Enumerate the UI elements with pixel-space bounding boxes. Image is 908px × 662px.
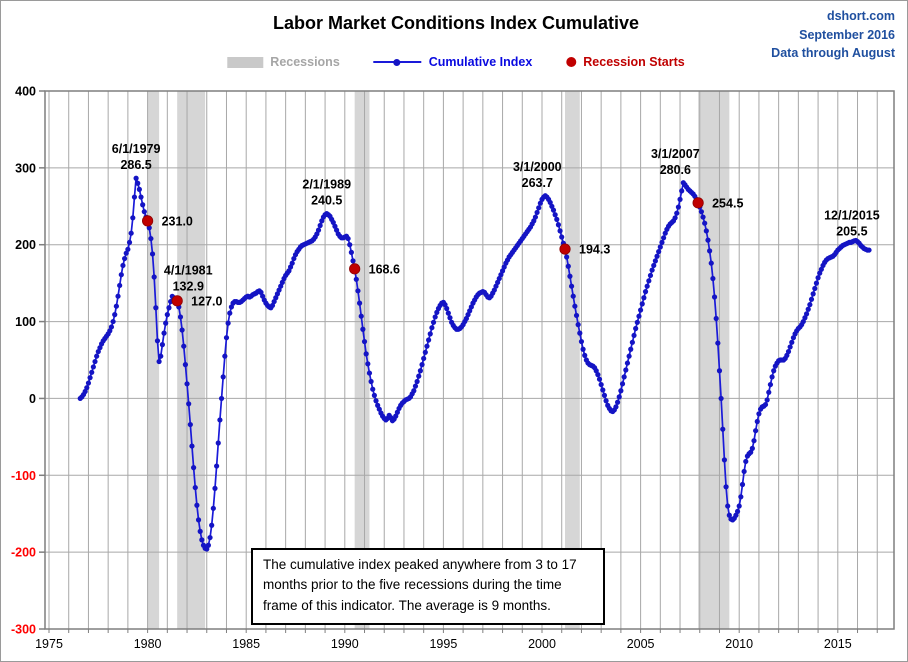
x-tick-label: 1990 xyxy=(331,637,359,651)
x-tick-label: 2015 xyxy=(824,637,852,651)
x-tick-label: 1980 xyxy=(134,637,162,651)
chart-title: Labor Market Conditions Index Cumulative xyxy=(272,13,640,33)
legend: Recessions Cumulative Index Recession St… xyxy=(227,55,685,69)
legend-label-recession-starts: Recession Starts xyxy=(583,55,685,69)
recession-start-dot xyxy=(559,243,571,255)
peak-annotation: 12/1/2015 xyxy=(824,208,880,222)
recession-start-annotation: 194.3 xyxy=(579,243,610,257)
y-tick-label: -100 xyxy=(11,469,36,483)
peak-annotation: 205.5 xyxy=(836,224,867,238)
y-tick-label: 300 xyxy=(15,161,36,175)
recession-start-dot xyxy=(171,295,183,307)
peak-annotation: 286.5 xyxy=(120,158,151,172)
recession-start-dot xyxy=(142,215,154,227)
peak-annotation: 6/1/1979 xyxy=(112,142,161,156)
x-tick-label: 1985 xyxy=(232,637,260,651)
y-tick-label: 100 xyxy=(15,315,36,329)
peak-annotation: 4/1/1981 xyxy=(164,263,213,277)
y-tick-label: -200 xyxy=(11,546,36,560)
recession-start-annotation: 127.0 xyxy=(191,294,222,308)
x-tick-label: 2010 xyxy=(725,637,753,651)
recession-band xyxy=(147,91,160,629)
recession-start-dot xyxy=(692,197,704,209)
peak-annotation: 132.9 xyxy=(173,279,204,293)
peak-annotation: 240.5 xyxy=(311,194,342,208)
credit-site: dshort.com xyxy=(826,9,895,23)
peak-annotation: 2/1/1989 xyxy=(302,178,351,192)
credit-date: September 2016 xyxy=(799,27,895,42)
recession-band xyxy=(354,91,370,629)
x-tick-label: 1995 xyxy=(429,637,457,651)
y-tick-label: 200 xyxy=(15,238,36,252)
legend-label-cumulative-index: Cumulative Index xyxy=(428,55,533,69)
recession-band xyxy=(698,91,730,629)
recession-start-annotation: 254.5 xyxy=(712,196,743,210)
credit-block: dshort.com September 2016 Data through A… xyxy=(771,7,895,63)
recession-start-dot-swatch xyxy=(566,57,577,67)
legend-item-cumulative-index: Cumulative Index xyxy=(373,55,533,69)
peak-annotation: 280.6 xyxy=(660,163,691,177)
recession-start-annotation: 168.6 xyxy=(369,262,400,276)
annotation-note-box: The cumulative index peaked anywhere fro… xyxy=(251,548,605,625)
credit-through: Data through August xyxy=(771,46,895,60)
legend-label-recessions: Recessions xyxy=(270,55,340,69)
y-tick-label: 400 xyxy=(15,85,36,99)
line-marker-swatch xyxy=(373,56,422,68)
peak-annotation: 263.7 xyxy=(522,176,553,190)
recession-band xyxy=(565,91,580,629)
recession-band xyxy=(177,91,206,629)
x-tick-label: 1975 xyxy=(35,637,63,651)
recession-band-swatch xyxy=(227,56,264,68)
peak-annotation: 3/1/2007 xyxy=(651,147,700,161)
x-tick-label: 2000 xyxy=(528,637,556,651)
recession-start-dot xyxy=(349,263,361,275)
recession-start-annotation: 231.0 xyxy=(162,214,193,228)
legend-item-recessions: Recessions xyxy=(227,55,340,69)
y-tick-label: 0 xyxy=(29,392,36,406)
y-tick-label: -300 xyxy=(11,623,36,637)
peak-annotation: 3/1/2000 xyxy=(513,160,562,174)
x-tick-label: 2005 xyxy=(627,637,655,651)
legend-item-recession-starts: Recession Starts xyxy=(566,55,685,69)
